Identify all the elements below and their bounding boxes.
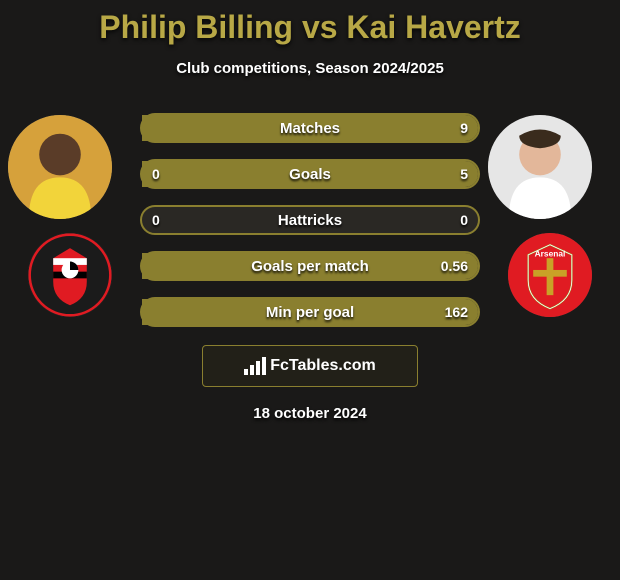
stat-val-right: 0.56 (441, 258, 468, 274)
stat-label: Matches (280, 120, 340, 137)
player-photo-left (8, 115, 112, 219)
stat-row: 0 Goals 5 (140, 159, 480, 189)
stat-label: Goals (289, 166, 331, 183)
stat-val-left: 0 (152, 212, 160, 228)
stat-label: Hattricks (278, 212, 342, 229)
stat-label: Goals per match (251, 258, 369, 275)
stat-label: Min per goal (266, 304, 354, 321)
stat-val-right: 5 (460, 166, 468, 182)
watermark-text: FcTables.com (270, 357, 376, 375)
player-photo-right (488, 115, 592, 219)
stat-row: Goals per match 0.56 (140, 251, 480, 281)
stat-row: Matches 9 (140, 113, 480, 143)
stats-list: Matches 9 0 Goals 5 0 Hattricks 0 Goals per matc… (140, 107, 480, 327)
chart-icon (244, 357, 266, 375)
watermark: FcTables.com (202, 345, 418, 387)
stat-row: 0 Hattricks 0 (140, 205, 480, 235)
stat-val-right: 162 (445, 304, 468, 320)
stat-row: Min per goal 162 (140, 297, 480, 327)
comparison-panel: Arsenal Matches 9 0 Goals 5 0 Hattricks 0 Goals … (0, 107, 620, 422)
stat-val-left: 0 (152, 166, 160, 182)
arsenal-badge-icon: Arsenal (508, 233, 592, 317)
page-subtitle: Club competitions, Season 2024/2025 (0, 60, 620, 77)
page-title: Philip Billing vs Kai Havertz (0, 8, 620, 46)
avatar-left-icon (8, 115, 112, 219)
avatar-right-icon (488, 115, 592, 219)
stat-val-right: 9 (460, 120, 468, 136)
club-badge-left (28, 233, 112, 317)
date-label: 18 october 2024 (0, 405, 620, 422)
svg-text:Arsenal: Arsenal (535, 249, 566, 259)
club-badge-right: Arsenal (508, 233, 592, 317)
stat-val-right: 0 (460, 212, 468, 228)
bournemouth-badge-icon (28, 233, 112, 317)
